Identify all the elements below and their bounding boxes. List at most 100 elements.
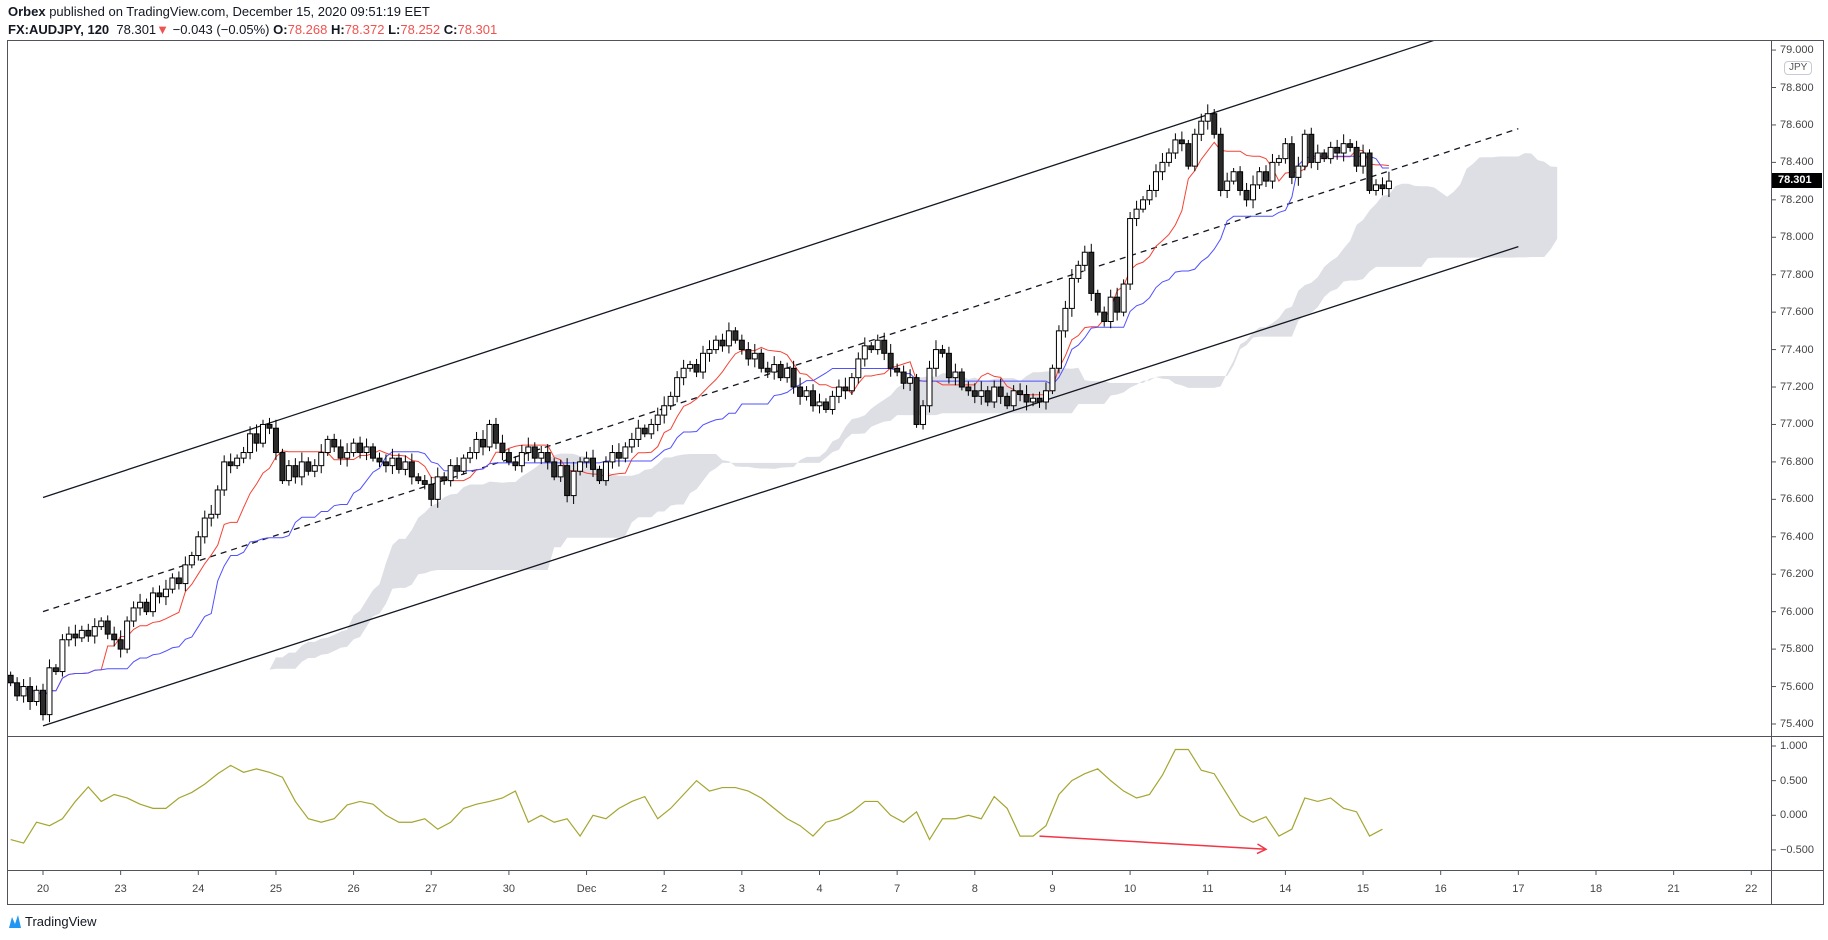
- candle: [745, 342, 752, 366]
- close-label: C:: [443, 22, 458, 37]
- candle: [382, 454, 389, 473]
- candle-body-up: [402, 461, 409, 470]
- candle-body-down: [939, 349, 946, 354]
- candle: [693, 358, 700, 378]
- candle: [1030, 393, 1037, 407]
- candle: [169, 573, 176, 594]
- candle: [881, 332, 888, 361]
- time-tick-label: 26: [347, 883, 360, 895]
- price-tick-label: 75.800: [1780, 643, 1814, 656]
- price-tick-label: 76.200: [1780, 568, 1814, 581]
- candle: [52, 664, 59, 675]
- candle: [570, 461, 577, 505]
- divergence-arrow: [1039, 835, 1267, 851]
- candle-body-up: [712, 339, 719, 351]
- candle-body-up: [583, 457, 590, 463]
- candle-body-down: [913, 377, 920, 425]
- candle: [1314, 144, 1321, 170]
- candle-body-up: [467, 452, 474, 459]
- oscillator-pane[interactable]: [10, 748, 1383, 855]
- candle: [59, 634, 66, 677]
- tradingview-logo-icon: [9, 915, 21, 928]
- candle-body-up: [635, 427, 642, 440]
- candle: [1224, 172, 1231, 199]
- candle-body-up: [538, 452, 545, 459]
- candle-body-up: [344, 452, 351, 459]
- candle-body-up: [447, 465, 454, 482]
- candle-body-down: [253, 433, 260, 444]
- candle: [1347, 138, 1354, 152]
- candle-body-down: [868, 345, 875, 351]
- candle-body-up: [124, 620, 131, 650]
- candle: [311, 459, 318, 478]
- candle-body-up: [991, 386, 998, 403]
- candle: [1282, 138, 1289, 164]
- candle-body-down: [894, 367, 901, 373]
- candle-body-down: [822, 401, 829, 410]
- candle: [525, 437, 532, 461]
- candle-body-up: [1269, 161, 1276, 182]
- tradingview-logo[interactable]: TradingView: [8, 913, 97, 929]
- candle: [492, 417, 499, 450]
- publish-info: Orbex published on TradingView.com, Dece…: [8, 4, 430, 19]
- symbol[interactable]: FX:AUDJPY, 120: [8, 22, 110, 37]
- candle: [771, 356, 778, 380]
- candle-body-down: [1353, 146, 1360, 167]
- currency-badge[interactable]: JPY: [1784, 61, 1813, 75]
- candle-body-up: [816, 401, 823, 407]
- price-tick-label: 75.400: [1780, 717, 1814, 730]
- candle: [195, 531, 202, 561]
- candle-body-down: [117, 639, 124, 650]
- candle-body-up: [829, 395, 836, 410]
- candle-body-up: [1068, 277, 1075, 309]
- candle-body-up: [1165, 152, 1172, 163]
- candle-body-down: [1366, 152, 1373, 191]
- candle: [1243, 182, 1250, 207]
- candle: [247, 426, 254, 460]
- candle-body-up: [169, 577, 176, 590]
- candle-body-down: [596, 468, 603, 482]
- candle-body-up: [91, 626, 98, 637]
- candle-body-down: [52, 667, 59, 673]
- candle-body-up: [1385, 180, 1392, 190]
- oscillator-tick-label: 0.000: [1780, 809, 1808, 822]
- channel-line: [42, 41, 1435, 499]
- candle-body-down: [887, 352, 894, 369]
- candle-body-down: [14, 682, 21, 697]
- candle: [8, 671, 14, 687]
- candle: [188, 551, 195, 569]
- candle: [137, 593, 144, 616]
- candle-body-up: [1301, 133, 1308, 167]
- time-tick-label: 15: [1356, 883, 1370, 895]
- candle: [590, 449, 597, 477]
- candle-body-down: [945, 352, 952, 379]
- candle-body-down: [641, 427, 648, 435]
- candle: [350, 438, 357, 457]
- candle: [434, 467, 441, 508]
- kijun-line: [10, 155, 1389, 697]
- open-label: O:: [273, 22, 288, 37]
- candle-body-up: [1049, 367, 1056, 392]
- time-tick-label: 8: [971, 883, 978, 895]
- candle-body-down: [505, 452, 512, 463]
- candle: [810, 384, 817, 412]
- candle: [1127, 211, 1134, 290]
- candle-body-down: [590, 457, 597, 470]
- candle: [395, 453, 402, 474]
- price-pane[interactable]: [8, 13, 1558, 727]
- candle-body-down: [1178, 139, 1185, 145]
- candle: [1159, 153, 1166, 181]
- candle: [221, 455, 228, 496]
- candle-body-down: [266, 423, 273, 429]
- candle: [331, 433, 338, 452]
- candle-body-down: [1262, 171, 1269, 182]
- candle-body-down: [732, 330, 739, 341]
- candle-body-down: [1023, 394, 1030, 403]
- candle: [143, 598, 150, 616]
- candle-body-up: [525, 446, 532, 454]
- candle-body-down: [1211, 113, 1218, 135]
- time-tick-label: 3: [738, 883, 745, 895]
- candle-body-down: [27, 686, 34, 703]
- candle: [1017, 383, 1024, 402]
